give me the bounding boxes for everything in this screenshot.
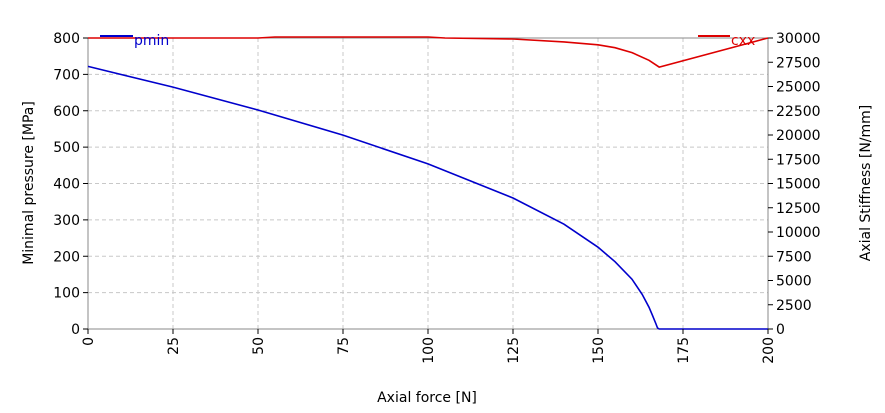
y-left-tick-label: 500 xyxy=(53,140,80,156)
series-line-pmin xyxy=(87,65,768,330)
x-tick-label: 200 xyxy=(761,337,777,364)
y-right-tick-label: 27500 xyxy=(776,55,821,71)
y-right-tick-label: 7500 xyxy=(776,249,812,265)
legend-label-cxx: cxx xyxy=(731,33,755,49)
y-right-tick-label: 0 xyxy=(776,322,785,338)
x-tick-label: 50 xyxy=(251,337,267,355)
legend-label-pmin: pmin xyxy=(134,33,169,49)
y-right-tick-label: 12500 xyxy=(776,201,821,217)
grid-lines xyxy=(87,37,769,330)
x-tick-label: 100 xyxy=(421,337,437,364)
y-left-tick-label: 700 xyxy=(53,67,80,83)
y-axis-right-title: Axial Stiffness [N/mm] xyxy=(858,105,874,262)
y-right-tick-label: 17500 xyxy=(776,152,821,168)
x-tick-label: 150 xyxy=(591,337,607,364)
series-line-cxx xyxy=(88,36,769,68)
y-left-tick-label: 600 xyxy=(53,104,80,120)
x-tick-label: 25 xyxy=(166,337,182,355)
series-layer xyxy=(87,36,769,330)
y-left-tick-label: 800 xyxy=(53,31,80,47)
y-right-tick-label: 30000 xyxy=(776,31,821,47)
x-tick-label: 125 xyxy=(506,337,522,364)
y-right-tick-label: 20000 xyxy=(776,128,821,144)
y-right-tick-label: 15000 xyxy=(776,177,821,193)
y-left-tick-label: 0 xyxy=(71,322,80,338)
y-right-tick-label: 5000 xyxy=(776,274,812,290)
y-left-tick-label: 400 xyxy=(53,177,80,193)
y-left-tick-label: 100 xyxy=(53,286,80,302)
x-tick-label: 0 xyxy=(81,337,97,346)
y-right-tick-label: 2500 xyxy=(776,298,812,314)
y-right-tick-label: 22500 xyxy=(776,104,821,120)
x-tick-label: 175 xyxy=(676,337,692,364)
y-right-tick-label: 10000 xyxy=(776,225,821,241)
y-left-tick-label: 200 xyxy=(53,249,80,265)
x-tick-label: 75 xyxy=(336,337,352,355)
x-axis-title: Axial force [N] xyxy=(377,390,477,406)
legend: pmin cxx xyxy=(100,33,755,49)
tick-labels: 0100200300400500600700800025005000750010… xyxy=(53,31,820,364)
y-axis-left-title: Minimal pressure [MPa] xyxy=(21,101,37,265)
y-right-tick-label: 25000 xyxy=(776,80,821,96)
y-left-tick-label: 300 xyxy=(53,213,80,229)
